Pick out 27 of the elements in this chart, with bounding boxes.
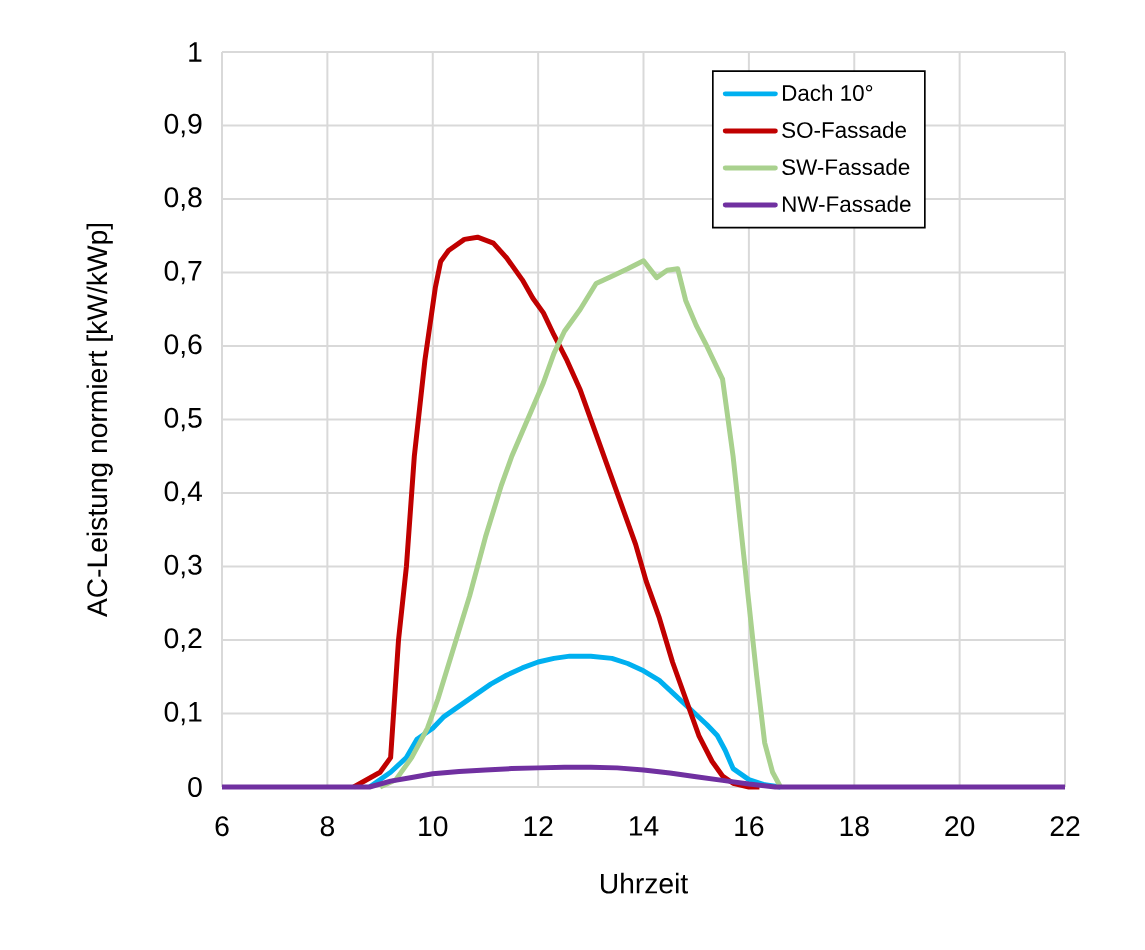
x-tick-label: 18 xyxy=(840,816,869,837)
y-tick-label: 1 xyxy=(189,42,202,62)
line-series xyxy=(219,764,1068,790)
x-tick-label: 16 xyxy=(735,816,764,837)
legend-label: SW-Fassade xyxy=(782,158,910,176)
x-tick-label: 20 xyxy=(945,816,975,837)
legend-label: Dach 10° xyxy=(782,84,873,101)
y-axis-title: AC-Leistung normiert [kW/kWp] xyxy=(86,223,113,618)
y-tick-label: 0,7 xyxy=(164,260,202,285)
y-tick-label: 0,6 xyxy=(164,334,202,358)
y-tick-label: 0 xyxy=(188,776,202,797)
x-tick-label: 22 xyxy=(1050,816,1080,836)
x-tick-label: 14 xyxy=(629,816,659,836)
y-tick-label: 0,3 xyxy=(164,554,202,579)
y-tick-label: 0,9 xyxy=(164,113,202,138)
y-tick-label: 0,4 xyxy=(164,481,202,505)
y-tick-label: 0,8 xyxy=(164,187,202,211)
legend-label: SO-Fassade xyxy=(782,121,906,138)
y-tick-label: 0,2 xyxy=(164,628,202,652)
x-tick-label: 10 xyxy=(419,816,448,837)
x-tick-label: 12 xyxy=(524,816,553,836)
x-tick-label: 8 xyxy=(320,816,335,837)
y-tick-label: 0,5 xyxy=(164,407,202,432)
x-axis-title: Uhrzeit xyxy=(600,872,688,894)
legend-label: NW-Fassade xyxy=(782,195,911,213)
y-tick-label: 0,1 xyxy=(164,701,202,726)
x-tick-label: 6 xyxy=(215,816,229,837)
